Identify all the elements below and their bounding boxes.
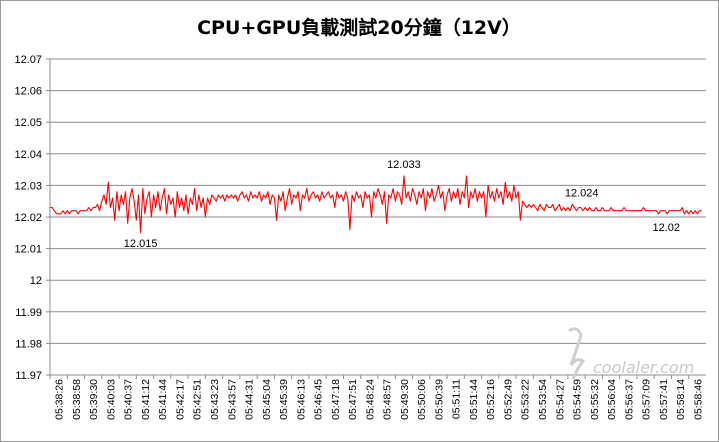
x-tick-label: 05:46:13 xyxy=(295,379,307,420)
x-axis-tick-labels: 05:38:26 05:38:58 05:39:30 05:40:03 05:40:37… xyxy=(54,379,705,420)
y-tick-label: 11.98 xyxy=(15,338,42,350)
data-label: 12.02 xyxy=(653,222,681,234)
x-tick-label: 05:52:49 xyxy=(502,379,514,420)
x-tick-label: 05:42:17 xyxy=(174,379,186,420)
y-tick-label: 12.02 xyxy=(14,212,42,224)
y-tick-label: 11.97 xyxy=(15,370,42,382)
x-tick-label: 05:41:12 xyxy=(140,379,152,420)
data-label: 12.033 xyxy=(387,159,421,171)
y-axis-tick-labels: 12.07 12.06 12.05 12.04 12.03 12.02 12.01 12 11.… xyxy=(14,54,42,382)
x-tick-label: 05:50:06 xyxy=(416,379,428,420)
y-tick-label: 12.04 xyxy=(14,149,42,161)
x-tick-label: 05:49:30 xyxy=(399,379,411,420)
y-tick-label: 12.05 xyxy=(14,117,42,129)
data-label: 12.015 xyxy=(124,238,158,250)
x-tick-label: 05:43:57 xyxy=(226,379,238,420)
x-tick-label: 05:53:22 xyxy=(520,379,532,420)
x-tick-label: 05:46:45 xyxy=(313,379,325,420)
x-tick-label: 05:48:57 xyxy=(382,379,394,420)
x-tick-label: 05:51:44 xyxy=(468,379,480,420)
x-tick-label: 05:45:39 xyxy=(278,379,290,420)
x-tick-label: 05:56:37 xyxy=(623,379,635,420)
axes xyxy=(46,58,706,379)
x-tick-label: 05:43:23 xyxy=(209,379,221,420)
x-tick-label: 05:47:51 xyxy=(347,379,359,420)
x-tick-label: 05:56:04 xyxy=(606,379,618,420)
x-tick-label: 05:40:03 xyxy=(105,379,117,420)
x-tick-label: 05:54:59 xyxy=(572,379,584,420)
data-labels: 12.015 12.033 12.024 12.02 xyxy=(124,159,680,250)
x-tick-label: 05:55:32 xyxy=(589,379,601,420)
y-tick-label: 11.99 xyxy=(15,307,42,319)
x-tick-label: 05:47:18 xyxy=(330,379,342,420)
watermark: coolaler.com xyxy=(568,327,694,380)
grid-lines xyxy=(50,58,706,376)
x-tick-label: 05:42:51 xyxy=(192,379,204,420)
x-tick-label: 05:58:46 xyxy=(692,379,704,420)
y-tick-label: 12 xyxy=(30,275,42,287)
x-tick-label: 05:51:11 xyxy=(451,379,463,419)
x-tick-label: 05:39:30 xyxy=(88,379,100,420)
watermark-text: coolaler.com xyxy=(593,358,694,377)
data-label: 12.024 xyxy=(565,187,599,199)
x-tick-label: 05:40:37 xyxy=(123,379,135,420)
y-tick-label: 12.06 xyxy=(14,86,42,98)
x-tick-label: 05:57:41 xyxy=(658,379,670,420)
x-tick-label: 05:53:54 xyxy=(537,379,549,420)
x-tick-label: 05:44:31 xyxy=(244,379,256,420)
x-tick-label: 05:45:04 xyxy=(261,379,273,420)
series-line xyxy=(50,175,702,234)
y-tick-label: 12.03 xyxy=(14,180,42,192)
y-tick-label: 12.07 xyxy=(14,54,42,66)
chart-title: CPU+GPU負載測試20分鐘（12V） xyxy=(197,16,521,39)
x-tick-label: 05:57:09 xyxy=(641,379,653,420)
x-tick-label: 05:54:27 xyxy=(554,379,566,420)
x-tick-label: 05:41:44 xyxy=(157,379,169,420)
y-tick-label: 12.01 xyxy=(14,244,42,256)
x-tick-label: 05:58:14 xyxy=(675,379,687,420)
x-tick-label: 05:38:26 xyxy=(54,379,66,420)
x-tick-label: 05:52:16 xyxy=(485,379,497,420)
x-tick-label: 05:50:39 xyxy=(433,379,445,420)
watermark-logo-icon xyxy=(568,327,586,380)
x-tick-label: 05:38:58 xyxy=(71,379,83,420)
data-series xyxy=(50,175,702,234)
x-tick-label: 05:48:24 xyxy=(364,379,376,420)
